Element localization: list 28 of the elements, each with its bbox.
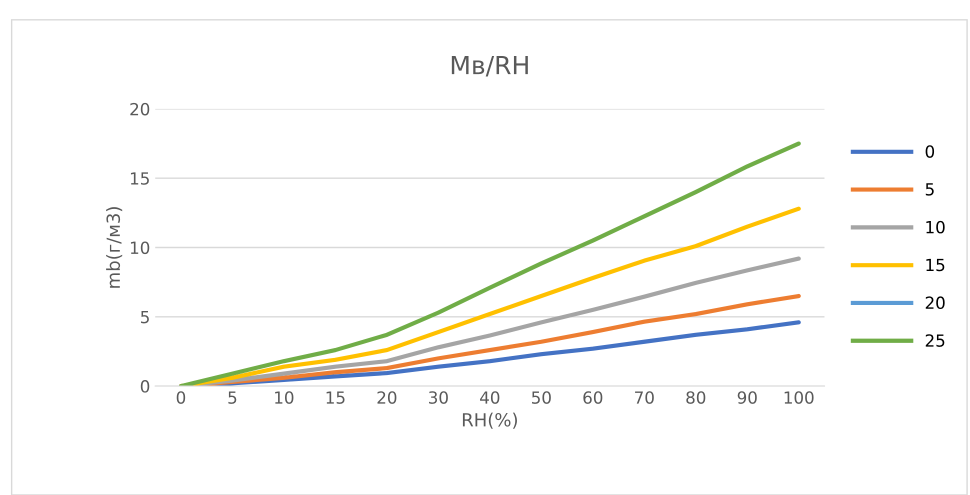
x-tick-label: 0 xyxy=(176,391,186,404)
y-tick-label: 5 xyxy=(141,310,149,324)
x-tick-label: 70 xyxy=(635,391,654,404)
x-axis-title: RH(%) xyxy=(462,412,517,429)
legend-label: 25 xyxy=(926,334,944,347)
x-tick-label: 50 xyxy=(532,391,551,404)
legend-label: 15 xyxy=(926,258,944,272)
y-tick-label: 20 xyxy=(130,102,150,116)
legend-label: 0 xyxy=(926,145,934,158)
legend-label: 20 xyxy=(926,296,945,310)
x-tick-label: 20 xyxy=(378,391,396,404)
x-tick-label: 5 xyxy=(228,391,236,404)
y-tick-label: 0 xyxy=(140,380,150,393)
x-tick-label: 15 xyxy=(326,391,345,404)
y-axis-title: mb(г/м3) xyxy=(106,207,122,288)
y-tick-label: 15 xyxy=(130,172,149,185)
x-tick-label: 90 xyxy=(738,391,757,404)
x-tick-label: 30 xyxy=(429,391,448,404)
x-tick-label: 40 xyxy=(480,391,500,404)
x-tick-label: 10 xyxy=(275,391,294,404)
x-tick-label: 80 xyxy=(686,391,706,404)
line-series xyxy=(178,141,801,386)
x-tick-label: 60 xyxy=(583,391,602,404)
legend-label: 10 xyxy=(926,220,945,234)
x-tick-label: 100 xyxy=(784,391,814,404)
legend-label: 5 xyxy=(926,183,934,196)
chart-title: Mв/RH xyxy=(452,56,528,76)
y-tick-label: 10 xyxy=(130,241,150,254)
